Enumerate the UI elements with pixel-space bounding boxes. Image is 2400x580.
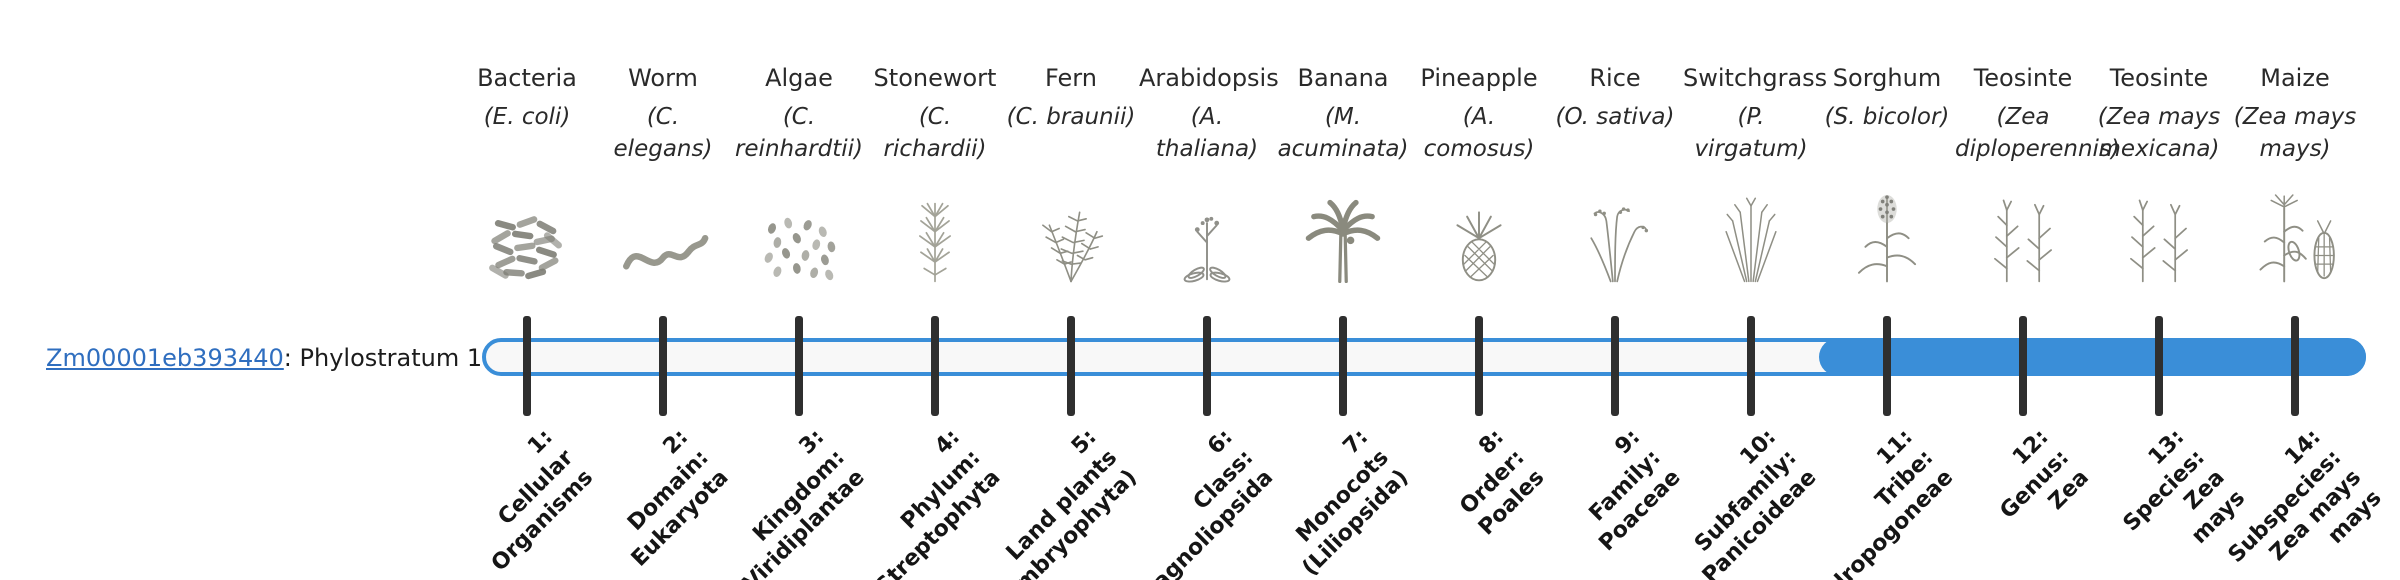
organism-name: Banana xyxy=(1297,64,1389,92)
stratum-column: Bacteria (E. coli) 1: Cellular Organisms xyxy=(459,0,598,580)
stratum-label: 1: Cellular Organisms xyxy=(486,424,598,577)
stratum-tick xyxy=(931,316,939,416)
organism-name: Worm xyxy=(628,64,698,92)
organism-name: Algae xyxy=(765,64,833,92)
organism-name: Teosinte xyxy=(2109,64,2209,92)
organism-image xyxy=(1683,166,1819,288)
organism-image xyxy=(1139,166,1275,288)
stratum-column: Maize (Zea mays mays) 14: Subspecies: Ze… xyxy=(2223,0,2386,580)
gene-phylostratum-text: : Phylostratum 11 xyxy=(283,344,498,372)
organism-name: Rice xyxy=(1589,64,1641,92)
organism-scientific-name: (C. elegans) xyxy=(613,104,713,163)
organism-name: Bacteria xyxy=(477,64,577,92)
organism-image xyxy=(867,166,1003,288)
stratum-label: 7: Monocots (Liliopsida) xyxy=(1291,424,1414,580)
organism-image xyxy=(1275,166,1411,288)
bacteria-illustration xyxy=(473,169,581,288)
organism-image xyxy=(459,166,595,288)
maize-illustration xyxy=(2241,169,2349,288)
stratum-label: 14: Subspecies: Zea mays mays xyxy=(2222,424,2387,568)
stratum-tick xyxy=(523,316,531,416)
organism-scientific-name: (S. bicolor) xyxy=(1824,104,1950,130)
stratum-tick xyxy=(1339,316,1347,416)
organism-image xyxy=(595,166,731,288)
organism-image xyxy=(2091,166,2227,288)
organism-name: Fern xyxy=(1045,64,1097,92)
switchgrass-illustration xyxy=(1697,169,1805,288)
organism-scientific-name: (A. thaliana) xyxy=(1155,104,1259,163)
stratum-label: 12: Genus: Zea xyxy=(1994,424,2094,524)
fern-illustration xyxy=(1017,169,1125,288)
teosinte-illustration xyxy=(1969,169,2077,288)
stratum-tick xyxy=(1475,316,1483,416)
organism-scientific-name: (A. comosus) xyxy=(1423,104,1535,163)
sorghum-illustration xyxy=(1833,169,1941,288)
stratum-tick xyxy=(1611,316,1619,416)
stonewort-illustration xyxy=(881,169,989,288)
stratum-column: Algae (C. reinhardtii) 3: Kingdom: Virid… xyxy=(731,0,870,580)
organism-scientific-name: (Zea diploperennis) xyxy=(1955,104,2120,163)
organism-name: Sorghum xyxy=(1832,64,1942,92)
stratum-column: Switchgrass (P. virgatum) 10: Subfamily:… xyxy=(1683,0,1828,580)
stratum-tick xyxy=(659,316,667,416)
teosinte-illustration xyxy=(2105,169,2213,288)
stratum-tick xyxy=(1203,316,1211,416)
pineapple-illustration xyxy=(1425,169,1533,288)
organism-scientific-name: (O. sativa) xyxy=(1555,104,1675,130)
gene-link[interactable]: Zm00001eb393440 xyxy=(46,344,284,372)
organism-image xyxy=(1955,166,2091,288)
organism-image xyxy=(1003,166,1139,288)
rice-illustration xyxy=(1561,169,1669,288)
organism-image xyxy=(731,166,867,288)
organism-name: Teosinte xyxy=(1973,64,2073,92)
banana-illustration xyxy=(1289,169,1397,288)
stratum-column: Teosinte (Zea mays mexicana) 13: Species… xyxy=(2091,0,2250,580)
organism-name: Maize xyxy=(2260,64,2330,92)
stratum-tick xyxy=(2019,316,2027,416)
organism-name: Arabidopsis xyxy=(1139,64,1279,92)
organism-image xyxy=(2227,166,2363,288)
organism-scientific-name: (C. braunii) xyxy=(1006,104,1136,130)
organism-scientific-name: (E. coli) xyxy=(483,104,571,130)
stratum-column: Banana (M. acuminata) 7: Monocots (Lilio… xyxy=(1275,0,1414,580)
organism-image xyxy=(1411,166,1547,288)
organism-scientific-name: (Zea mays mexicana) xyxy=(2097,104,2221,163)
organism-image xyxy=(1547,166,1683,288)
organism-scientific-name: (C. reinhardtii) xyxy=(734,104,864,163)
stratum-tick xyxy=(2291,316,2299,416)
organism-name: Stonewort xyxy=(873,64,997,92)
organism-image xyxy=(1819,166,1955,288)
organism-name: Pineapple xyxy=(1420,64,1538,92)
stratum-column: Pineapple (A. comosus) 8: Order: Poales xyxy=(1411,0,1549,580)
organism-scientific-name: (M. acuminata) xyxy=(1277,104,1409,163)
phylostrata-track-fill xyxy=(1819,338,2366,376)
worm-illustration xyxy=(609,169,717,288)
algae-illustration xyxy=(745,169,853,288)
stratum-column: Sorghum (S. bicolor) 11: Tribe: Andropog… xyxy=(1801,0,1958,580)
gene-label: Zm00001eb393440: Phylostratum 11 xyxy=(46,344,497,372)
organism-scientific-name: (P. virgatum) xyxy=(1694,104,1808,163)
organism-scientific-name: (Zea mays mays) xyxy=(2233,104,2357,163)
stratum-column: Arabidopsis (A. thaliana) 6: Class: Magn… xyxy=(1133,0,1279,580)
organism-name: Switchgrass xyxy=(1683,64,1828,92)
stratum-tick xyxy=(795,316,803,416)
stratum-tick xyxy=(2155,316,2163,416)
stratum-tick xyxy=(1747,316,1755,416)
stratum-column: Teosinte (Zea diploperennis) 12: Genus: … xyxy=(1955,0,2120,580)
arabidopsis-illustration xyxy=(1153,169,1261,288)
stratum-tick xyxy=(1883,316,1891,416)
stratum-label: 8: Order: Poales xyxy=(1455,424,1550,541)
stratum-tick xyxy=(1067,316,1075,416)
stratum-column: Rice (O. sativa) 9: Family: Poaceae xyxy=(1547,0,1686,580)
stratum-column: Worm (C. elegans) 2: Domain: Eukaryota xyxy=(595,0,734,580)
stratum-column: Stonewort (C. richardii) 4: Phylum: Stre… xyxy=(867,0,1006,580)
stratum-column: Fern (C. braunii) 5: Land plants (Embryo… xyxy=(993,0,1142,580)
organism-scientific-name: (C. richardii) xyxy=(883,104,987,163)
